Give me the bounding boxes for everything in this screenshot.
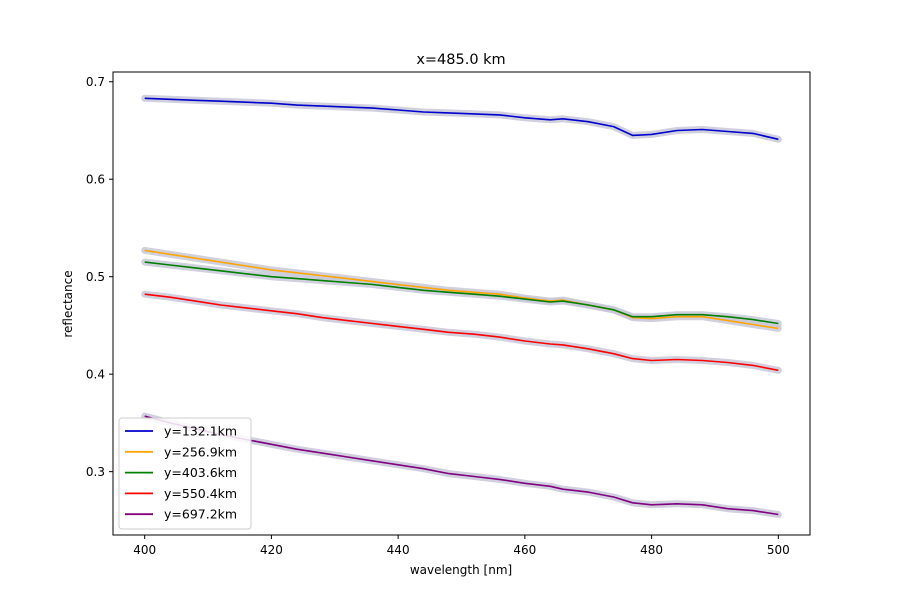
- line-series-4: [144, 415, 779, 516]
- plot-area-frame: [112, 71, 811, 536]
- line-series-1: [144, 249, 779, 330]
- x-tick-label: 500: [767, 543, 790, 557]
- line-series-2: [144, 261, 779, 325]
- x-tick-label: 420: [260, 543, 283, 557]
- x-tick-label: 460: [513, 543, 536, 557]
- legend-label: y=550.4km: [164, 486, 237, 501]
- x-tick-label: 400: [133, 543, 156, 557]
- y-axis: 0.3 0.4 0.5 0.6 0.7: [86, 75, 113, 479]
- x-tick-label: 440: [387, 543, 410, 557]
- legend-label: y=403.6km: [164, 465, 237, 480]
- x-axis: 400 420 440 460 480 500: [133, 535, 790, 557]
- y-tick-label: 0.6: [86, 173, 105, 187]
- y-tick-label: 0.4: [86, 368, 105, 382]
- chart-title: x=485.0 km: [416, 52, 505, 68]
- legend-label: y=697.2km: [164, 507, 237, 522]
- y-tick-label: 0.3: [86, 465, 105, 479]
- x-tick-label: 480: [640, 543, 663, 557]
- band-series-0: [141, 94, 782, 143]
- y-tick-label: 0.7: [86, 75, 105, 89]
- x-axis-label: wavelength [nm]: [410, 563, 512, 577]
- legend-label: y=256.9km: [164, 444, 237, 459]
- legend-box: [118, 417, 252, 530]
- y-axis-label: reflectance: [61, 270, 75, 337]
- legend-label: y=132.1km: [164, 424, 237, 439]
- y-tick-label: 0.5: [86, 270, 105, 284]
- band-series-3: [141, 290, 782, 374]
- line-series-3: [144, 293, 779, 372]
- legend: y=132.1km y=256.9km y=403.6km y=550.4km y=69…: [118, 417, 252, 530]
- line-series-0: [144, 97, 779, 141]
- series-lines: [144, 97, 779, 516]
